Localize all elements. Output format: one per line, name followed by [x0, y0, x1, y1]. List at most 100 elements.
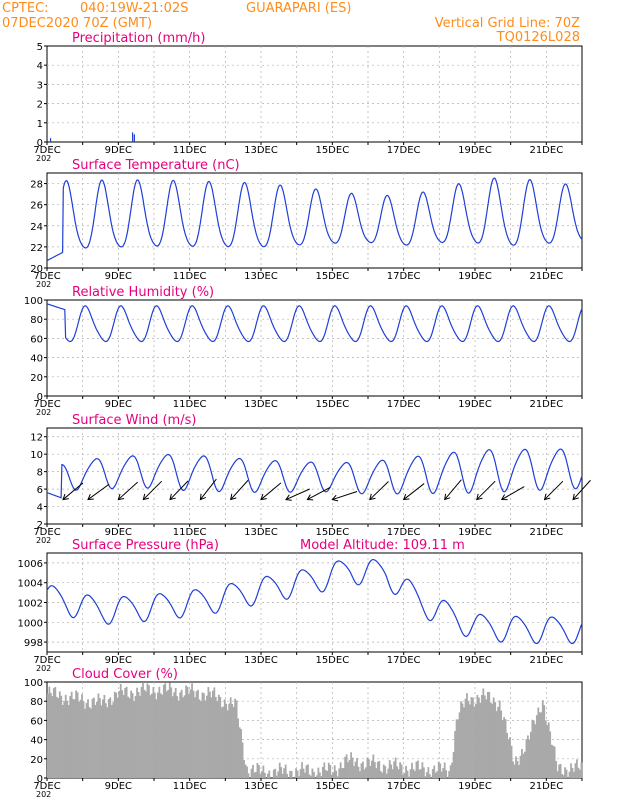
cloud-bar — [562, 775, 565, 778]
cloud-bar — [113, 691, 116, 778]
cloud-bar — [469, 704, 471, 778]
cloud-bar — [234, 698, 237, 778]
cloud-bar — [351, 757, 354, 778]
cloud-bar — [49, 692, 52, 778]
cloud-bar — [198, 699, 201, 778]
x-tick-label: 17DEC — [387, 145, 421, 156]
cloud-bar — [579, 769, 581, 778]
cloud-bar — [437, 761, 440, 778]
cloud-bar — [365, 767, 367, 778]
wind-vector — [142, 480, 163, 500]
cloud-bar — [561, 774, 563, 778]
cloud-bar — [445, 770, 448, 778]
x-tick-label: 19DEC — [458, 145, 492, 156]
x-year-label: 202 — [36, 408, 51, 417]
cloud-bar — [263, 772, 266, 778]
cloud-bar — [411, 762, 413, 778]
panel-extra-label: Model Altitude: 109.11 m — [300, 538, 465, 553]
y-tick-label: 998 — [24, 638, 43, 649]
y-tick-label: 80 — [30, 315, 43, 326]
cloud-bar — [170, 687, 173, 778]
cloud-bar — [177, 700, 180, 778]
x-tick-label: 7DEC — [33, 781, 60, 792]
wind-vector-head — [285, 494, 292, 501]
wind-vector — [476, 480, 496, 500]
cloud-bar — [152, 687, 155, 778]
x-year-label: 202 — [36, 154, 51, 163]
cloud-bar — [256, 762, 259, 778]
cloud-bar — [48, 686, 51, 778]
cloud-bar — [527, 735, 529, 778]
cloud-bar — [179, 692, 182, 778]
cloud-bar — [564, 767, 566, 778]
y-tick-label: 2 — [37, 520, 43, 531]
wind-vector — [285, 488, 310, 501]
cloud-bar — [171, 696, 174, 778]
cloud-bar — [308, 774, 311, 778]
cloud-bar — [451, 762, 454, 778]
cloud-bar — [350, 752, 352, 778]
cloud-bar — [156, 692, 159, 778]
cloud-bar — [405, 765, 407, 778]
cloud-bar — [369, 766, 372, 778]
x-tick-label: 7DEC — [33, 655, 60, 666]
cloud-bar — [142, 682, 144, 778]
x-tick-label: 13DEC — [244, 145, 278, 156]
x-tick-label: 17DEC — [387, 655, 421, 666]
cloud-bar — [134, 696, 137, 778]
y-tick-label: 20 — [30, 264, 43, 275]
cloud-bar — [574, 763, 577, 778]
cloud-bar — [210, 697, 213, 778]
cloud-bar — [436, 771, 439, 778]
cloud-bar — [116, 697, 119, 778]
cloud-bar — [449, 765, 452, 778]
cloud-bar — [466, 693, 468, 778]
cloud-bar — [327, 762, 330, 778]
cloud-bar — [479, 702, 482, 778]
cloud-bar — [139, 695, 141, 778]
cloud-bar — [58, 691, 61, 778]
cloud-bar — [399, 762, 401, 778]
x-tick-label: 11DEC — [173, 271, 207, 282]
cloud-bar — [324, 770, 327, 778]
cloud-bar — [272, 769, 275, 778]
cloud-bar — [229, 697, 232, 778]
cloud-bar — [61, 704, 64, 778]
cloud-bar — [509, 737, 511, 778]
cloud-bar — [274, 768, 277, 778]
y-tick-label: 5 — [37, 42, 43, 53]
x-tick-label: 7DEC — [33, 145, 60, 156]
cloud-bar — [97, 693, 100, 778]
cloud-bar — [145, 691, 147, 778]
wind-vector — [169, 480, 189, 500]
cloud-bar — [73, 699, 76, 778]
cloud-bar — [225, 703, 228, 778]
cloud-bar — [440, 771, 443, 778]
cloud-bar — [60, 695, 63, 778]
cloud-bar — [91, 698, 94, 778]
cloud-bar — [385, 773, 388, 778]
wind-vector-head — [142, 493, 150, 501]
cloud-bar — [323, 762, 326, 778]
cloud-bar — [544, 720, 547, 778]
cloud-bar — [240, 729, 242, 778]
wind-vector — [369, 481, 389, 500]
x-tick-label: 21DEC — [529, 781, 563, 792]
cloud-bar — [522, 753, 525, 778]
meteogram-header: CPTEC: 040:19W-21:02S GUARAPARI (ES) 07D… — [2, 1, 580, 45]
cloud-bar — [497, 706, 500, 778]
cloud-bar — [131, 693, 134, 778]
cloud-bar — [155, 699, 158, 778]
x-tick-label: 15DEC — [315, 399, 349, 410]
cloud-bar — [381, 772, 384, 778]
cloud-bar — [443, 762, 446, 778]
x-tick-label: 11DEC — [173, 655, 207, 666]
wind-vector-head — [62, 493, 69, 501]
cloud-bar — [498, 700, 501, 778]
cloud-bar — [510, 745, 513, 778]
y-tick-label: 2 — [37, 100, 43, 111]
cloud-bar — [208, 691, 211, 778]
x-tick-label: 21DEC — [529, 399, 563, 410]
cloud-bar — [317, 767, 320, 778]
